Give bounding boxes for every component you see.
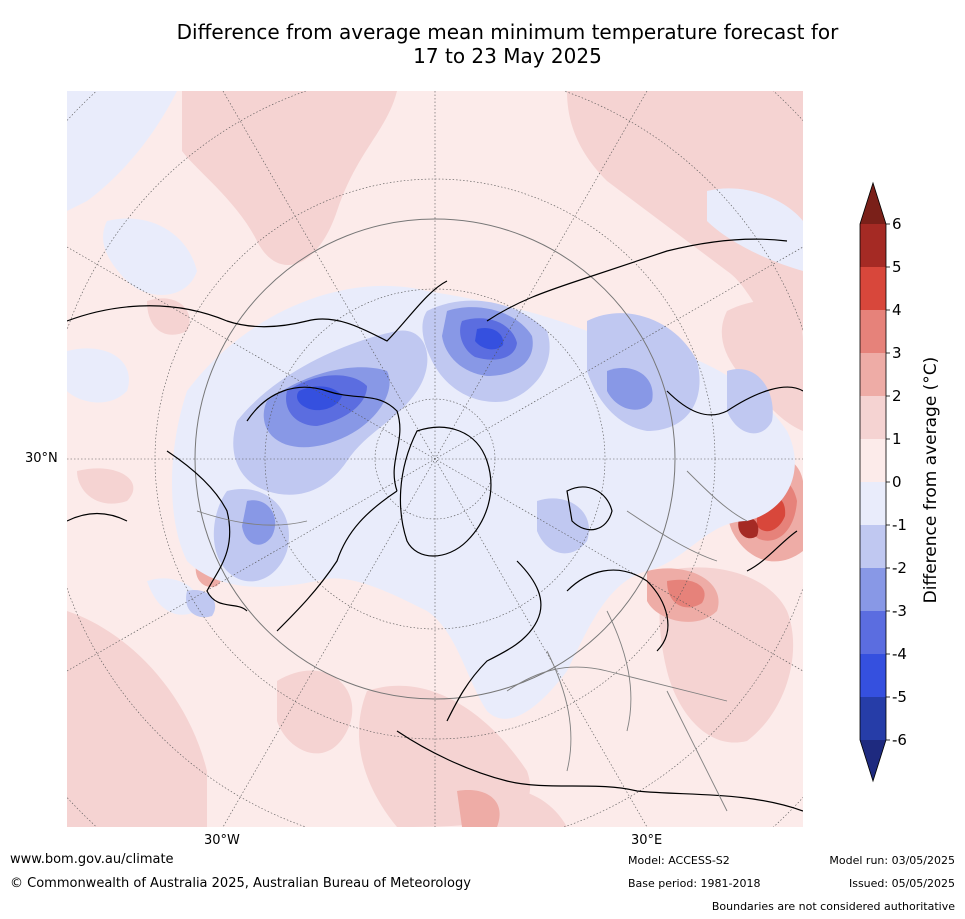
colorbar-band-m4-m3 xyxy=(860,611,886,654)
copyright-notice: © Commonwealth of Australia 2025, Austra… xyxy=(10,876,471,891)
colorbar-tick-marks xyxy=(886,223,890,741)
colorbar-band-2-3 xyxy=(860,353,886,396)
colorbar-tick-label: 1 xyxy=(892,430,902,448)
colorbar-tick-label: -1 xyxy=(892,516,907,534)
model-run-date: Model run: 03/05/2025 xyxy=(829,854,955,867)
colorbar-band-1-2 xyxy=(860,396,886,439)
colorbar-tick-label: -2 xyxy=(892,559,907,577)
colorbar-tick-label: -4 xyxy=(892,645,907,663)
colorbar-band-m3-m2 xyxy=(860,568,886,611)
title-line-2: 17 to 23 May 2025 xyxy=(413,44,602,68)
colorbar-tick-label: 4 xyxy=(892,301,902,319)
colorbar-tick-labels: 6 5 4 3 2 1 0 -1 -2 -3 -4 -5 -6 xyxy=(892,215,907,749)
boundaries-disclaimer: Boundaries are not considered authoritat… xyxy=(711,900,955,913)
colorbar-tick-label: 6 xyxy=(892,215,902,233)
colorbar-band-0-1 xyxy=(860,439,886,482)
longitude-label-30e: 30°E xyxy=(631,833,663,848)
map-title: Difference from average mean minimum tem… xyxy=(0,20,965,68)
forecast-map xyxy=(67,91,803,827)
colorbar-band-m5-m4 xyxy=(860,654,886,697)
colorbar: 6 5 4 3 2 1 0 -1 -2 -3 -4 -5 -6 Differen… xyxy=(859,181,941,783)
website-link[interactable]: www.bom.gov.au/climate xyxy=(10,852,174,867)
colorbar-band-m6-m5 xyxy=(860,697,886,740)
warm-anomaly-peak xyxy=(738,517,759,539)
colorbar-tick-label: -6 xyxy=(892,731,907,749)
colorbar-under-arrow xyxy=(860,740,886,781)
colorbar-tick-label: 3 xyxy=(892,344,902,362)
issued-date: Issued: 05/05/2025 xyxy=(848,877,955,890)
colorbar-swatches xyxy=(860,183,886,781)
colorbar-band-3-4 xyxy=(860,310,886,353)
colorbar-band-4-5 xyxy=(860,267,886,310)
model-name: Model: ACCESS-S2 xyxy=(628,854,730,867)
colorbar-over-arrow xyxy=(860,183,886,224)
colorbar-tick-label: -5 xyxy=(892,688,907,706)
title-line-1: Difference from average mean minimum tem… xyxy=(176,20,839,44)
colorbar-band-m1-0 xyxy=(860,482,886,525)
base-period: Base period: 1981-2018 xyxy=(628,877,761,890)
latitude-circle xyxy=(194,218,676,700)
colorbar-label: Difference from average (°C) xyxy=(921,357,941,604)
colorbar-band-m2-m1 xyxy=(860,525,886,568)
colorbar-band-5-6 xyxy=(860,224,886,267)
colorbar-tick-label: 2 xyxy=(892,387,902,405)
colorbar-tick-label: -3 xyxy=(892,602,907,620)
country-borders xyxy=(196,470,748,812)
graticule xyxy=(67,91,803,827)
coastlines xyxy=(67,238,803,812)
colorbar-tick-label: 5 xyxy=(892,258,902,276)
colorbar-tick-label: 0 xyxy=(892,473,902,491)
latitude-label-30n: 30°N xyxy=(25,451,58,466)
longitude-label-30w: 30°W xyxy=(204,833,240,848)
